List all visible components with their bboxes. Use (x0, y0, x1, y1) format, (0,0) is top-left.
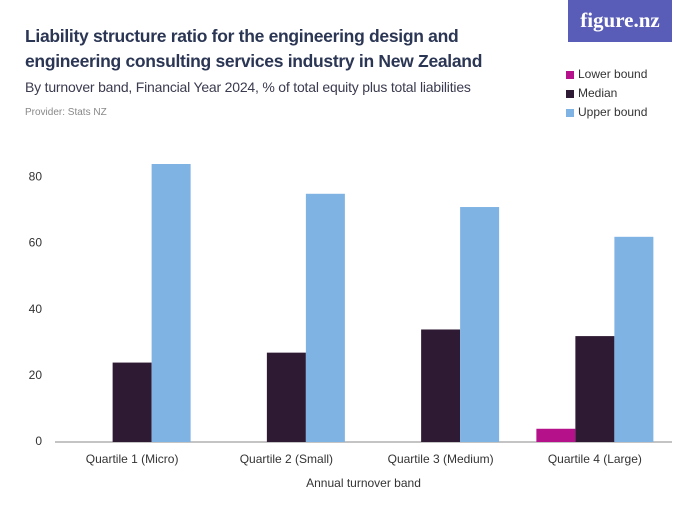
bar (614, 236, 654, 442)
bar (305, 193, 345, 442)
logo[interactable]: figure.nz (568, 0, 672, 42)
legend-swatch (566, 90, 574, 98)
bar (112, 362, 152, 442)
chart-subtitle: By turnover band, Financial Year 2024, %… (25, 79, 471, 95)
bar (266, 352, 306, 442)
legend-swatch (566, 71, 574, 79)
y-tick-label: 0 (35, 434, 42, 448)
x-axis-label: Annual turnover band (306, 476, 421, 490)
bar (421, 329, 461, 442)
provider: Provider: Stats NZ (25, 107, 107, 118)
y-tick-label: 20 (29, 368, 43, 382)
y-tick-label: 80 (29, 169, 43, 183)
y-tick-label: 60 (29, 236, 43, 250)
legend-label: Lower bound (578, 67, 647, 81)
y-tick-label: 40 (29, 302, 43, 316)
x-tick-label: Quartile 3 (Medium) (388, 452, 494, 466)
bar (536, 428, 576, 442)
x-tick-label: Quartile 4 (Large) (548, 452, 642, 466)
legend-swatch (566, 109, 574, 117)
bar (151, 164, 191, 442)
legend-label: Median (578, 86, 617, 100)
chart-title: Liability structure ratio for the engine… (25, 26, 483, 71)
x-tick-label: Quartile 2 (Small) (240, 452, 333, 466)
x-tick-label: Quartile 1 (Micro) (86, 452, 179, 466)
legend-label: Upper bound (578, 105, 647, 119)
bar (575, 336, 615, 442)
bar (460, 207, 500, 442)
